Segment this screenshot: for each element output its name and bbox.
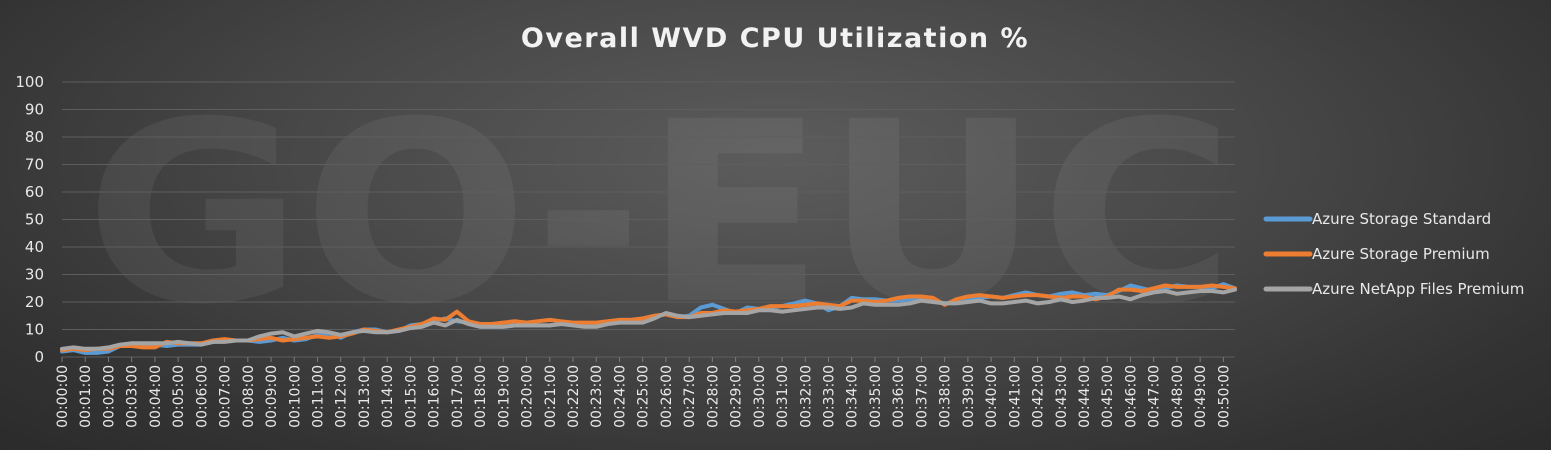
x-tick-label: 00:41:00 — [1007, 365, 1023, 428]
y-tick-label: 30 — [25, 266, 44, 284]
x-tick-label: 00:42:00 — [1031, 365, 1047, 428]
x-tick-label: 00:02:00 — [101, 365, 117, 428]
x-tick-label: 00:19:00 — [496, 365, 512, 428]
y-tick-label: 90 — [25, 101, 44, 119]
y-tick-label: 70 — [25, 156, 44, 174]
x-tick-label: 00:27:00 — [682, 365, 698, 428]
x-tick-label: 00:15:00 — [403, 365, 419, 428]
x-tick-label: 00:08:00 — [241, 365, 257, 428]
x-tick-label: 00:24:00 — [612, 365, 628, 428]
x-tick-label: 00:38:00 — [938, 365, 954, 428]
legend-label-0: Azure Storage Standard — [1312, 210, 1491, 228]
y-tick-label: 20 — [25, 293, 44, 311]
x-tick-label: 00:09:00 — [264, 365, 280, 428]
x-tick-label: 00:14:00 — [380, 365, 396, 428]
x-tick-label: 00:43:00 — [1054, 365, 1070, 428]
x-tick-label: 00:44:00 — [1077, 365, 1093, 428]
x-tick-label: 00:31:00 — [775, 365, 791, 428]
x-tick-label: 00:30:00 — [752, 365, 768, 428]
x-tick-label: 00:26:00 — [659, 365, 675, 428]
x-tick-label: 00:06:00 — [194, 365, 210, 428]
x-tick-label: 00:34:00 — [845, 365, 861, 428]
series-lines — [60, 282, 1237, 355]
y-tick-label: 40 — [25, 238, 44, 256]
y-tick-label: 80 — [25, 128, 44, 146]
x-tick-label: 00:01:00 — [78, 365, 94, 428]
y-tick-label: 60 — [25, 183, 44, 201]
y-tick-label: 50 — [25, 211, 44, 229]
x-tick-label: 00:17:00 — [450, 365, 466, 428]
legend-label-2: Azure NetApp Files Premium — [1312, 280, 1524, 298]
x-tick-label: 00:46:00 — [1123, 365, 1139, 428]
x-tick-label: 00:18:00 — [473, 365, 489, 428]
x-tick-label: 00:49:00 — [1193, 365, 1209, 428]
x-tick-label: 00:21:00 — [543, 365, 559, 428]
y-tick-label: 100 — [15, 73, 44, 91]
x-tick-label: 00:13:00 — [357, 365, 373, 428]
gridlines — [62, 81, 1235, 358]
series-line-2 — [60, 287, 1237, 351]
x-tick-label: 00:36:00 — [891, 365, 907, 428]
y-tick-label: 10 — [25, 321, 44, 339]
x-tick-label: 00:39:00 — [961, 365, 977, 428]
x-tick-label: 00:37:00 — [914, 365, 930, 428]
x-tick-label: 00:25:00 — [636, 365, 652, 428]
x-tick-label: 00:00:00 — [55, 365, 71, 428]
x-tick-label: 00:35:00 — [868, 365, 884, 428]
legend: Azure Storage Standard Azure Storage Prem… — [1263, 210, 1524, 298]
x-axis-ticks: 00:00:00 00:01:00 00:02:00 00:03:00 00:04:00… — [55, 357, 1232, 428]
y-axis-ticks: 0 10 20 30 40 50 60 70 80 90 100 — [15, 73, 44, 366]
series-line-1 — [60, 283, 1237, 353]
x-tick-label: 00:11:00 — [311, 365, 327, 428]
x-tick-label: 00:05:00 — [171, 365, 187, 428]
x-tick-label: 00:16:00 — [427, 365, 443, 428]
x-tick-label: 00:50:00 — [1216, 365, 1232, 428]
x-tick-label: 00:28:00 — [705, 365, 721, 428]
x-tick-label: 00:48:00 — [1170, 365, 1186, 428]
y-tick-label: 0 — [34, 348, 44, 366]
x-tick-label: 00:23:00 — [589, 365, 605, 428]
x-tick-label: 00:03:00 — [125, 365, 141, 428]
x-tick-label: 00:22:00 — [566, 365, 582, 428]
x-tick-label: 00:40:00 — [984, 365, 1000, 428]
x-tick-label: 00:32:00 — [798, 365, 814, 428]
x-tick-label: 00:29:00 — [729, 365, 745, 428]
x-tick-label: 00:10:00 — [287, 365, 303, 428]
legend-label-1: Azure Storage Premium — [1312, 245, 1490, 263]
watermark: GO-EUC — [85, 68, 1235, 359]
x-tick-label: 00:07:00 — [218, 365, 234, 428]
x-tick-label: 00:04:00 — [148, 365, 164, 428]
x-tick-label: 00:47:00 — [1147, 365, 1163, 428]
chart-title: Overall WVD CPU Utilization % — [521, 23, 1029, 54]
x-tick-label: 00:12:00 — [334, 365, 350, 428]
x-tick-label: 00:20:00 — [520, 365, 536, 428]
x-tick-label: 00:33:00 — [822, 365, 838, 428]
x-tick-label: 00:45:00 — [1100, 365, 1116, 428]
